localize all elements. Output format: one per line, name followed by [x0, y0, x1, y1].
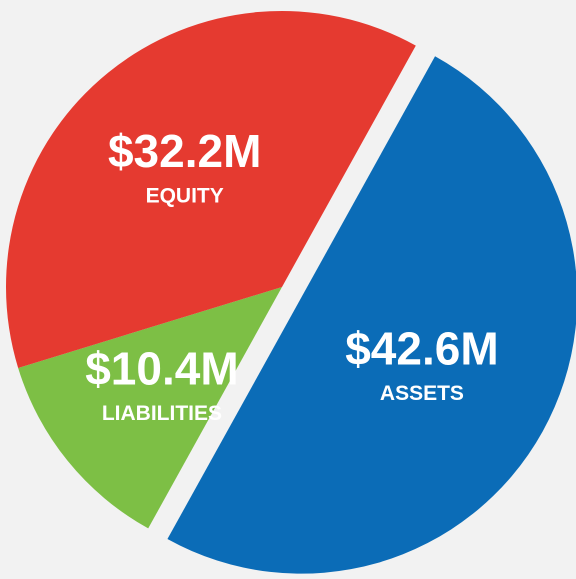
category-label: ASSETS	[380, 382, 464, 405]
pie-slice	[18, 287, 282, 529]
value-label: $10.4M	[85, 342, 238, 394]
pie-slice	[167, 56, 576, 574]
value-label: $42.6M	[345, 323, 498, 375]
category-label: LIABILITIES	[102, 402, 222, 425]
category-label: EQUITY	[146, 184, 224, 207]
pie-slice	[6, 11, 416, 368]
value-label: $32.2M	[108, 125, 261, 177]
